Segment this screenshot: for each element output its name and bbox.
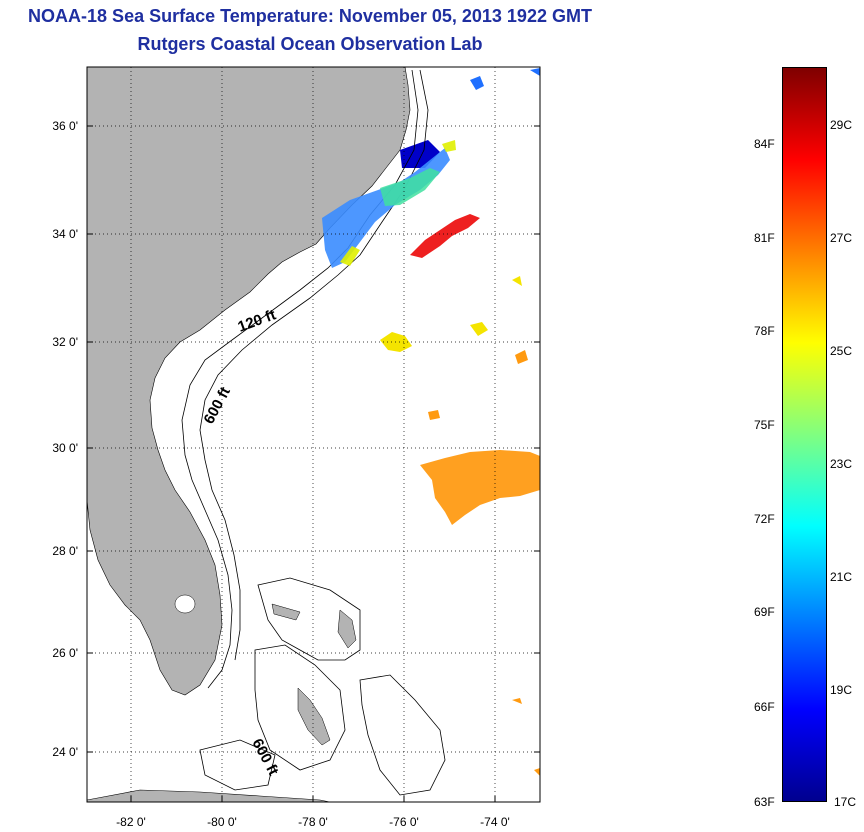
cb-label-19c: 19C	[830, 683, 853, 697]
lat-label-30: 30 0'	[52, 441, 78, 455]
lon-label-74: -74 0'	[480, 815, 510, 829]
cb-label-75f: 75F	[754, 418, 775, 432]
lat-label-24: 24 0'	[52, 745, 78, 759]
land-bahamas-3	[271, 603, 301, 621]
cb-label-69f: 69F	[754, 605, 775, 619]
land-bahamas-2	[337, 609, 357, 649]
contour-bahamas	[199, 577, 446, 796]
sst-swath-warm	[340, 140, 456, 266]
lon-label-80: -80 0'	[207, 815, 237, 829]
cb-label-78f: 78F	[754, 324, 775, 338]
lon-label-76: -76 0'	[389, 815, 419, 829]
lat-label-36: 36 0'	[52, 119, 78, 133]
land-bahamas-1	[297, 687, 331, 746]
sst-patch-yellow	[380, 276, 522, 352]
tick-marks	[87, 125, 540, 802]
cb-label-84f: 84F	[754, 137, 775, 151]
sst-patch-blue-top	[470, 68, 540, 90]
cb-label-63f: 63F	[754, 795, 775, 809]
lon-label-78: -78 0'	[298, 815, 328, 829]
cb-label-66f: 66F	[754, 700, 775, 714]
temperature-colorbar	[782, 67, 827, 802]
land-cuba	[87, 789, 331, 802]
lake-okeechobee	[174, 594, 196, 614]
cb-label-27c: 27C	[830, 231, 853, 245]
lat-label-26: 26 0'	[52, 646, 78, 660]
lat-label-34: 34 0'	[52, 227, 78, 241]
lat-label-32: 32 0'	[52, 335, 78, 349]
lon-label-82: -82 0'	[116, 815, 146, 829]
sst-gulfstream-red	[410, 214, 480, 258]
cb-label-23c: 23C	[830, 457, 853, 471]
cb-label-17c: 17C	[834, 795, 857, 809]
map-title: NOAA-18 Sea Surface Temperature: Novembe…	[28, 6, 592, 26]
cb-label-81f: 81F	[754, 231, 775, 245]
sst-swath-mid	[380, 168, 440, 206]
cb-label-29c: 29C	[830, 118, 853, 132]
map-subtitle: Rutgers Coastal Ocean Observation Lab	[137, 34, 483, 54]
sst-patch-orange	[420, 450, 540, 525]
cb-label-72f: 72F	[754, 512, 775, 526]
cb-label-21c: 21C	[830, 570, 853, 584]
lat-label-28: 28 0'	[52, 544, 78, 558]
cb-label-25c: 25C	[830, 344, 853, 358]
grid-lines	[87, 67, 540, 802]
